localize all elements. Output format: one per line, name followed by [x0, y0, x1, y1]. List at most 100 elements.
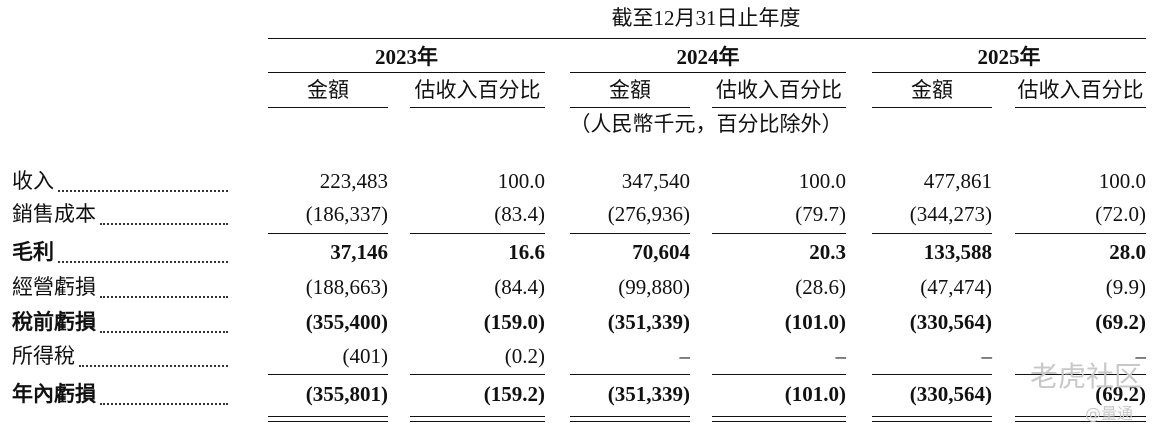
- cell-value: –: [835, 344, 847, 368]
- dot-leader: [100, 331, 228, 333]
- column-header: 估收入百分比: [1017, 78, 1144, 102]
- rule: [410, 416, 545, 417]
- rule: [410, 421, 545, 422]
- cell-value: (355,400): [305, 310, 388, 334]
- row-label: 稅前虧損: [12, 310, 96, 334]
- rule: [1015, 416, 1146, 417]
- rule: [872, 233, 992, 234]
- rule: [872, 374, 992, 375]
- dot-leader: [79, 365, 228, 367]
- cell-value: (28.6): [795, 275, 846, 299]
- cell-value: (355,801): [305, 382, 388, 406]
- cell-value: 37,146: [330, 240, 388, 264]
- rule: [1015, 107, 1146, 108]
- cell-value: –: [1135, 344, 1147, 368]
- cell-value: (0.2): [504, 344, 545, 368]
- cell-value: (9.9): [1105, 275, 1146, 299]
- rule: [410, 233, 545, 234]
- watermark: 老虎社区: [1030, 360, 1143, 393]
- cell-value: 133,588: [923, 240, 992, 264]
- row-label: 年內虧損: [12, 382, 96, 406]
- cell-value: 70,604: [632, 240, 690, 264]
- row-label: 毛利: [12, 240, 54, 264]
- rule: [712, 107, 846, 108]
- rule: [570, 72, 846, 73]
- dot-leader: [100, 403, 228, 405]
- column-header: 估收入百分比: [716, 78, 842, 102]
- rule: [570, 233, 690, 234]
- rule: [872, 421, 992, 422]
- cell-value: (276,936): [607, 202, 690, 226]
- rule: [712, 374, 846, 375]
- year-header: 2024年: [676, 45, 740, 69]
- column-header: 金額: [609, 78, 651, 102]
- cell-value: (101.0): [784, 310, 846, 334]
- cell-value: 100.0: [497, 169, 545, 193]
- cell-value: (344,273): [909, 202, 992, 226]
- cell-value: (401): [342, 344, 389, 368]
- rule: [410, 374, 545, 375]
- rule: [570, 416, 690, 417]
- cell-value: (83.4): [494, 202, 545, 226]
- cell-value: (186,337): [305, 202, 388, 226]
- dot-leader: [58, 261, 228, 263]
- rule: [712, 421, 846, 422]
- column-header: 金額: [307, 78, 349, 102]
- rule: [712, 233, 846, 234]
- cell-value: 223,483: [319, 169, 388, 193]
- rule: [1015, 233, 1146, 234]
- cell-value: (47,474): [920, 275, 992, 299]
- unit-note: （人民幣千元，百分比除外）: [569, 112, 843, 136]
- cell-value: (69.2): [1095, 382, 1146, 406]
- row-label: 銷售成本: [12, 202, 96, 226]
- dot-leader: [100, 223, 228, 225]
- cell-value: 16.6: [508, 240, 545, 264]
- cell-value: (159.0): [483, 310, 545, 334]
- cell-value: (188,663): [305, 275, 388, 299]
- dot-leader: [58, 190, 228, 192]
- rule: [570, 107, 690, 108]
- cell-value: (99,880): [618, 275, 690, 299]
- rule: [268, 416, 388, 417]
- cell-value: 20.3: [809, 240, 846, 264]
- row-label: 收入: [12, 169, 54, 193]
- cell-value: –: [981, 344, 993, 368]
- cell-value: (351,339): [607, 310, 690, 334]
- cell-value: (101.0): [784, 382, 846, 406]
- cell-value: 347,540: [621, 169, 690, 193]
- cell-value: (72.0): [1095, 202, 1146, 226]
- rule: [268, 107, 388, 108]
- rule: [410, 107, 545, 108]
- cell-value: (330,564): [909, 382, 992, 406]
- cell-value: –: [679, 344, 691, 368]
- rule: [1015, 374, 1146, 375]
- rule: [712, 416, 846, 417]
- watermark-handle: @量通: [1085, 404, 1134, 423]
- cell-value: 100.0: [1098, 169, 1146, 193]
- cell-value: 100.0: [798, 169, 846, 193]
- cell-value: (351,339): [607, 382, 690, 406]
- column-header: 估收入百分比: [414, 78, 541, 102]
- row-label: 經營虧損: [12, 275, 96, 299]
- cell-value: (330,564): [909, 310, 992, 334]
- column-header: 金額: [911, 78, 953, 102]
- dot-leader: [100, 296, 228, 298]
- cell-value: (84.4): [494, 275, 545, 299]
- rule: [570, 374, 690, 375]
- cell-value: (79.7): [795, 202, 846, 226]
- rule: [268, 421, 388, 422]
- cell-value: (159.2): [483, 382, 545, 406]
- year-header: 2025年: [977, 45, 1041, 69]
- rule: [872, 107, 992, 108]
- rule: [872, 416, 992, 417]
- cell-value: 28.0: [1109, 240, 1146, 264]
- rule: [872, 72, 1146, 73]
- cell-value: 477,861: [923, 169, 992, 193]
- rule: [268, 233, 388, 234]
- row-label: 所得稅: [12, 344, 75, 368]
- year-header: 2023年: [375, 45, 438, 69]
- cell-value: (69.2): [1095, 310, 1146, 334]
- rule: [1015, 421, 1146, 422]
- rule: [268, 72, 545, 73]
